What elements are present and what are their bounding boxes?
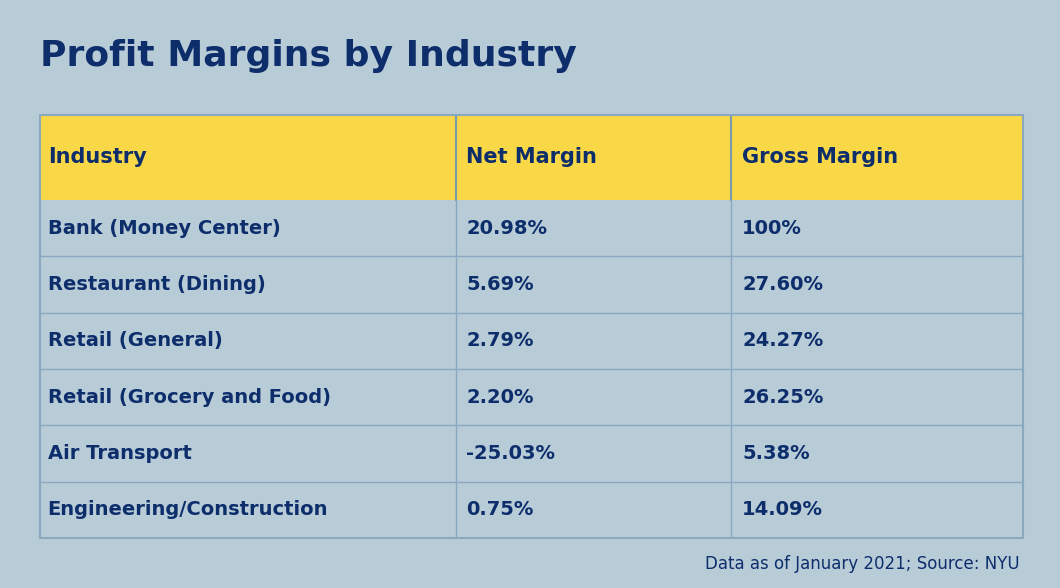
Text: 14.09%: 14.09% [742,500,823,519]
Text: -25.03%: -25.03% [466,444,555,463]
Text: 20.98%: 20.98% [466,219,547,238]
Text: 5.69%: 5.69% [466,275,534,294]
Text: Retail (General): Retail (General) [48,331,223,350]
Text: Bank (Money Center): Bank (Money Center) [48,219,281,238]
Text: Air Transport: Air Transport [48,444,192,463]
Text: Data as of January 2021; Source: NYU: Data as of January 2021; Source: NYU [705,555,1020,573]
Text: Profit Margins by Industry: Profit Margins by Industry [40,39,577,73]
Text: 100%: 100% [742,219,801,238]
Text: Engineering/Construction: Engineering/Construction [48,500,329,519]
Text: 2.79%: 2.79% [466,331,534,350]
Text: Net Margin: Net Margin [466,147,597,168]
Text: Restaurant (Dining): Restaurant (Dining) [48,275,265,294]
Text: 5.38%: 5.38% [742,444,810,463]
Text: 24.27%: 24.27% [742,331,824,350]
Bar [40,115,1023,200]
Text: Retail (Grocery and Food): Retail (Grocery and Food) [48,387,331,407]
Text: 0.75%: 0.75% [466,500,534,519]
Bar [40,115,1023,538]
Text: 27.60%: 27.60% [742,275,823,294]
Text: 26.25%: 26.25% [742,387,824,407]
Text: Gross Margin: Gross Margin [742,147,898,168]
Text: 2.20%: 2.20% [466,387,534,407]
Text: Industry: Industry [48,147,146,168]
Bar [40,115,1023,538]
